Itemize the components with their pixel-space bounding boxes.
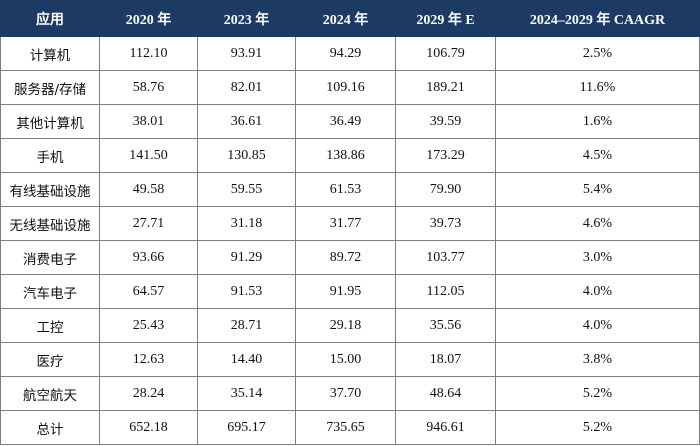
row-label: 手机 <box>0 138 100 173</box>
table-body: 计算机 112.10 93.91 94.29 106.79 2.5% 服务器/存… <box>0 36 700 445</box>
row-label: 无线基础设施 <box>0 206 100 241</box>
row-label: 医疗 <box>0 342 100 377</box>
cell-2023: 31.18 <box>197 206 296 241</box>
header-2029e: 2029 年 E <box>395 0 496 37</box>
cell-2023: 130.85 <box>197 138 296 173</box>
header-caagr: 2024–2029 年 CAAGR <box>495 0 700 37</box>
cell-caagr: 5.2% <box>495 376 700 411</box>
header-2024: 2024 年 <box>295 0 396 37</box>
cell-2020: 652.18 <box>99 410 198 445</box>
header-row: 应用 2020 年 2023 年 2024 年 2029 年 E 2024–20… <box>0 0 700 37</box>
cell-2020: 27.71 <box>99 206 198 241</box>
cell-2020: 93.66 <box>99 240 198 275</box>
row-label: 计算机 <box>0 36 100 71</box>
table-header: 应用 2020 年 2023 年 2024 年 2029 年 E 2024–20… <box>0 0 700 37</box>
table-row: 计算机 112.10 93.91 94.29 106.79 2.5% <box>0 36 700 71</box>
cell-2020: 25.43 <box>99 308 198 343</box>
cell-2023: 59.55 <box>197 172 296 207</box>
cell-2024: 61.53 <box>295 172 396 207</box>
cell-2029e: 79.90 <box>395 172 496 207</box>
cell-2029e: 173.29 <box>395 138 496 173</box>
cell-2029e: 39.59 <box>395 104 496 139</box>
cell-caagr: 5.2% <box>495 410 700 445</box>
cell-2020: 141.50 <box>99 138 198 173</box>
table-row: 手机 141.50 130.85 138.86 173.29 4.5% <box>0 138 700 173</box>
cell-caagr: 1.6% <box>495 104 700 139</box>
cell-caagr: 3.8% <box>495 342 700 377</box>
table-row: 工控 25.43 28.71 29.18 35.56 4.0% <box>0 308 700 343</box>
table-row: 医疗 12.63 14.40 15.00 18.07 3.8% <box>0 342 700 377</box>
cell-2024: 138.86 <box>295 138 396 173</box>
cell-2023: 91.53 <box>197 274 296 309</box>
cell-2024: 735.65 <box>295 410 396 445</box>
cell-2020: 64.57 <box>99 274 198 309</box>
cell-2024: 15.00 <box>295 342 396 377</box>
table-row: 消费电子 93.66 91.29 89.72 103.77 3.0% <box>0 240 700 275</box>
cell-caagr: 11.6% <box>495 70 700 105</box>
cell-2024: 89.72 <box>295 240 396 275</box>
cell-2029e: 189.21 <box>395 70 496 105</box>
cell-2020: 38.01 <box>99 104 198 139</box>
cell-2029e: 103.77 <box>395 240 496 275</box>
cell-caagr: 3.0% <box>495 240 700 275</box>
cell-2029e: 39.73 <box>395 206 496 241</box>
table-row: 有线基础设施 49.58 59.55 61.53 79.90 5.4% <box>0 172 700 207</box>
cell-2029e: 946.61 <box>395 410 496 445</box>
row-label: 工控 <box>0 308 100 343</box>
cell-2024: 37.70 <box>295 376 396 411</box>
row-label: 总计 <box>0 410 100 445</box>
row-label: 有线基础设施 <box>0 172 100 207</box>
cell-2023: 35.14 <box>197 376 296 411</box>
cell-caagr: 2.5% <box>495 36 700 71</box>
cell-2024: 91.95 <box>295 274 396 309</box>
header-application: 应用 <box>0 0 100 37</box>
cell-caagr: 4.5% <box>495 138 700 173</box>
cell-2023: 82.01 <box>197 70 296 105</box>
cell-2024: 36.49 <box>295 104 396 139</box>
cell-2023: 93.91 <box>197 36 296 71</box>
table-row: 无线基础设施 27.71 31.18 31.77 39.73 4.6% <box>0 206 700 241</box>
cell-2029e: 48.64 <box>395 376 496 411</box>
cell-2024: 109.16 <box>295 70 396 105</box>
header-2020: 2020 年 <box>99 0 198 37</box>
header-2023: 2023 年 <box>197 0 296 37</box>
table-row: 其他计算机 38.01 36.61 36.49 39.59 1.6% <box>0 104 700 139</box>
row-label: 其他计算机 <box>0 104 100 139</box>
cell-2024: 29.18 <box>295 308 396 343</box>
row-label: 汽车电子 <box>0 274 100 309</box>
cell-2029e: 106.79 <box>395 36 496 71</box>
cell-2023: 14.40 <box>197 342 296 377</box>
cell-caagr: 4.6% <box>495 206 700 241</box>
cell-2020: 112.10 <box>99 36 198 71</box>
row-label: 服务器/存储 <box>0 70 100 105</box>
table-row: 航空航天 28.24 35.14 37.70 48.64 5.2% <box>0 376 700 411</box>
cell-2029e: 112.05 <box>395 274 496 309</box>
cell-2029e: 18.07 <box>395 342 496 377</box>
table-row: 服务器/存储 58.76 82.01 109.16 189.21 11.6% <box>0 70 700 105</box>
cell-2023: 91.29 <box>197 240 296 275</box>
cell-2024: 31.77 <box>295 206 396 241</box>
cell-2024: 94.29 <box>295 36 396 71</box>
row-label: 消费电子 <box>0 240 100 275</box>
cell-2020: 12.63 <box>99 342 198 377</box>
cell-caagr: 4.0% <box>495 274 700 309</box>
cell-caagr: 5.4% <box>495 172 700 207</box>
cell-2023: 695.17 <box>197 410 296 445</box>
cell-2020: 58.76 <box>99 70 198 105</box>
cell-caagr: 4.0% <box>495 308 700 343</box>
cell-2023: 28.71 <box>197 308 296 343</box>
table-row-total: 总计 652.18 695.17 735.65 946.61 5.2% <box>0 410 700 445</box>
cell-2023: 36.61 <box>197 104 296 139</box>
row-label: 航空航天 <box>0 376 100 411</box>
cell-2020: 28.24 <box>99 376 198 411</box>
cell-2020: 49.58 <box>99 172 198 207</box>
cell-2029e: 35.56 <box>395 308 496 343</box>
table-row: 汽车电子 64.57 91.53 91.95 112.05 4.0% <box>0 274 700 309</box>
